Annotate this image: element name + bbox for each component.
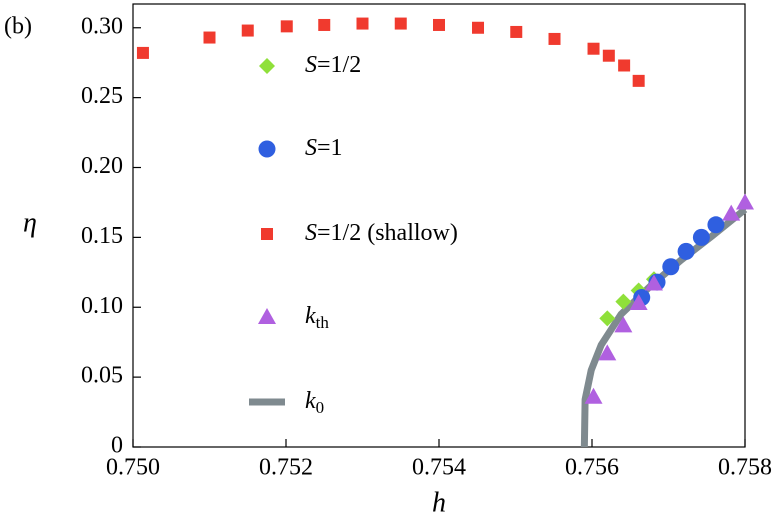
point (707, 216, 725, 234)
x-tick-label: 0.752 (259, 455, 313, 481)
point (510, 25, 523, 38)
point (598, 344, 617, 361)
point (433, 18, 445, 31)
x-tick-label: 0.758 (718, 455, 772, 481)
x-tick-label: 0.750 (106, 455, 160, 481)
point (662, 258, 680, 276)
point (736, 193, 754, 210)
point (692, 228, 710, 246)
point (722, 204, 741, 221)
point (472, 21, 485, 34)
x-tick-label: 0.754 (412, 455, 466, 481)
y-tick-label: 0.10 (81, 293, 123, 319)
legend-marker (258, 308, 276, 324)
legend-marker (258, 140, 276, 158)
point (318, 18, 331, 31)
y-axis-label: η (23, 207, 37, 238)
point (203, 31, 216, 44)
legend-label: S=1/2 (shallow) (305, 220, 458, 246)
legend-label: S=1/2 (305, 52, 361, 78)
legend-label: S=1 (305, 135, 343, 161)
point (599, 310, 616, 327)
legend-label: kth (305, 303, 329, 332)
point (614, 316, 633, 333)
legend-marker (261, 228, 273, 240)
y-tick-label: 0.15 (81, 223, 123, 249)
point (618, 59, 631, 72)
point (677, 242, 695, 260)
point (394, 17, 407, 30)
point (356, 17, 369, 30)
point (615, 293, 632, 310)
curve (580, 206, 748, 448)
point (644, 274, 663, 291)
y-tick-label: 0.25 (81, 83, 123, 109)
y-tick-label: 0 (111, 433, 123, 459)
y-tick-label: 0.30 (81, 13, 123, 39)
point (136, 46, 149, 59)
point (548, 32, 561, 45)
point (587, 42, 600, 55)
x-axis-label: h (432, 487, 446, 518)
point (584, 387, 603, 404)
point (632, 74, 645, 87)
y-tick-label: 0.05 (81, 363, 123, 389)
legend-label: k0 (305, 388, 324, 417)
panel-label: (b) (4, 14, 32, 40)
point (241, 24, 254, 37)
y-tick-label: 0.20 (81, 153, 123, 179)
point (280, 20, 293, 33)
legend-marker (259, 58, 275, 74)
point (629, 294, 648, 311)
point (602, 49, 615, 62)
x-tick-label: 0.756 (565, 455, 619, 481)
